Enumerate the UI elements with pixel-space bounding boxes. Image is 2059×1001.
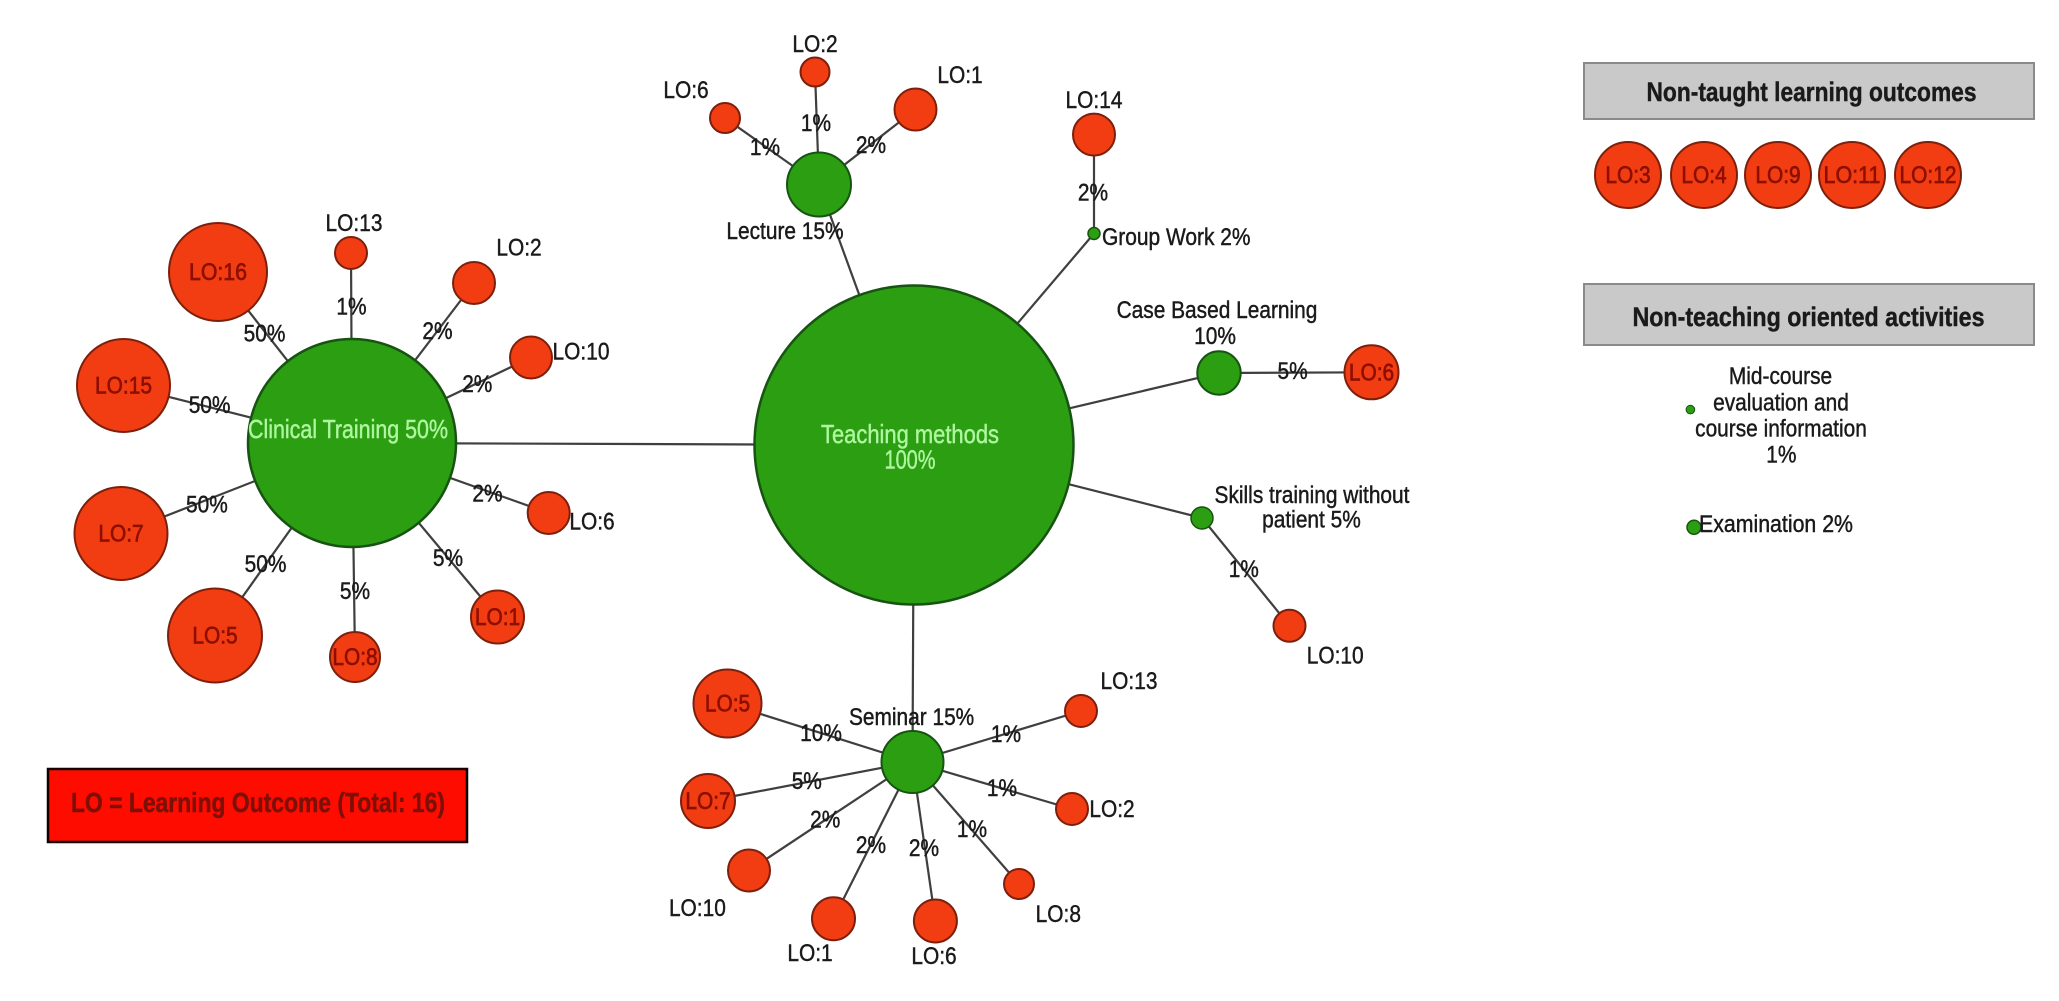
svg-text:2%: 2%: [462, 371, 492, 398]
svg-text:LO:8: LO:8: [1036, 901, 1081, 928]
svg-text:LO:2: LO:2: [1089, 796, 1134, 823]
svg-text:LO:5: LO:5: [705, 691, 750, 718]
svg-text:Clinical Training 50%: Clinical Training 50%: [248, 414, 448, 444]
svg-text:50%: 50%: [245, 551, 287, 578]
svg-text:LO:13: LO:13: [1101, 668, 1158, 695]
svg-text:LO:2: LO:2: [496, 235, 541, 262]
svg-text:Mid-course: Mid-course: [1729, 363, 1832, 390]
svg-text:1%: 1%: [957, 816, 987, 843]
svg-text:LO:9: LO:9: [1755, 162, 1800, 189]
svg-text:LO:7: LO:7: [98, 521, 143, 548]
svg-text:LO:2: LO:2: [792, 31, 837, 58]
svg-text:LO:6: LO:6: [1349, 359, 1394, 386]
svg-text:LO:1: LO:1: [787, 940, 832, 967]
svg-text:Examination 2%: Examination 2%: [1699, 511, 1853, 538]
svg-text:LO:13: LO:13: [326, 210, 383, 237]
svg-text:2%: 2%: [909, 835, 939, 862]
svg-text:Lecture 15%: Lecture 15%: [726, 218, 843, 245]
svg-text:Case Based Learning: Case Based Learning: [1117, 297, 1318, 324]
svg-text:patient 5%: patient 5%: [1262, 507, 1361, 534]
svg-text:1%: 1%: [336, 294, 366, 321]
svg-text:Teaching methods: Teaching methods: [821, 419, 999, 449]
svg-text:2%: 2%: [472, 481, 502, 508]
svg-text:1%: 1%: [750, 134, 780, 161]
svg-text:course information: course information: [1695, 416, 1867, 443]
svg-text:LO:10: LO:10: [553, 338, 610, 365]
svg-text:LO:12: LO:12: [1900, 162, 1957, 189]
svg-text:Group Work 2%: Group Work 2%: [1102, 224, 1251, 251]
svg-text:5%: 5%: [340, 578, 370, 605]
svg-text:LO:5: LO:5: [192, 623, 237, 650]
svg-text:LO:6: LO:6: [663, 77, 708, 104]
svg-text:Seminar 15%: Seminar 15%: [849, 704, 974, 731]
svg-text:LO:11: LO:11: [1824, 162, 1881, 189]
svg-text:LO:8: LO:8: [332, 644, 377, 671]
svg-text:Skills training without: Skills training without: [1215, 482, 1410, 509]
svg-text:LO:10: LO:10: [669, 895, 726, 922]
svg-text:LO:4: LO:4: [1681, 162, 1726, 189]
svg-text:5%: 5%: [433, 545, 463, 572]
svg-text:10%: 10%: [1194, 323, 1236, 350]
svg-text:1%: 1%: [1229, 556, 1259, 583]
svg-text:Non-teaching oriented activiti: Non-teaching oriented activities: [1633, 302, 1985, 332]
svg-text:1%: 1%: [801, 110, 831, 137]
svg-text:LO:1: LO:1: [475, 604, 520, 631]
svg-text:50%: 50%: [244, 321, 286, 348]
svg-text:LO:16: LO:16: [189, 259, 247, 286]
svg-text:LO:1: LO:1: [937, 62, 982, 89]
svg-text:5%: 5%: [1278, 358, 1308, 385]
svg-text:LO:14: LO:14: [1066, 87, 1123, 114]
svg-text:evaluation and: evaluation and: [1713, 389, 1849, 416]
svg-text:50%: 50%: [186, 492, 228, 519]
svg-text:10%: 10%: [800, 720, 842, 747]
svg-text:LO:6: LO:6: [911, 943, 956, 970]
svg-text:LO:10: LO:10: [1307, 643, 1364, 670]
svg-text:2%: 2%: [810, 807, 840, 834]
svg-text:100%: 100%: [885, 445, 936, 475]
svg-text:5%: 5%: [792, 768, 822, 795]
svg-text:2%: 2%: [1078, 180, 1108, 207]
svg-text:LO:3: LO:3: [1605, 162, 1650, 189]
svg-text:1%: 1%: [991, 721, 1021, 748]
svg-text:1%: 1%: [987, 775, 1017, 802]
svg-text:LO:15: LO:15: [95, 373, 152, 400]
svg-text:2%: 2%: [422, 318, 452, 345]
svg-text:50%: 50%: [189, 392, 231, 419]
svg-text:LO:7: LO:7: [685, 788, 730, 815]
svg-text:2%: 2%: [856, 832, 886, 859]
svg-text:LO:6: LO:6: [569, 509, 614, 536]
svg-text:Non-taught learning outcomes: Non-taught learning outcomes: [1647, 77, 1977, 107]
svg-text:2%: 2%: [856, 132, 886, 159]
svg-text:LO = Learning Outcome (Total:: LO = Learning Outcome (Total: 16): [71, 787, 445, 818]
svg-text:1%: 1%: [1766, 442, 1796, 469]
